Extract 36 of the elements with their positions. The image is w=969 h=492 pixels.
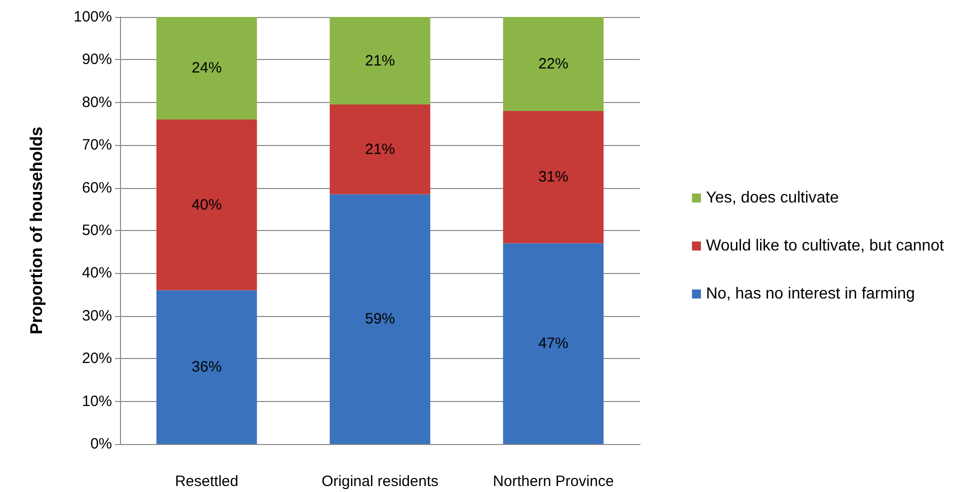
x-tick-label: Resettled [174, 473, 238, 490]
legend-label: Would like to cultivate, but cannot [706, 238, 945, 254]
y-tick-label: 70% [82, 136, 112, 154]
x-tick-label: Northern Province [492, 473, 614, 490]
data-label: 40% [192, 196, 222, 214]
data-label: 47% [538, 335, 568, 352]
y-tick-label: 90% [82, 51, 112, 68]
bar [156, 17, 257, 120]
y-tick-label: 40% [82, 264, 112, 282]
data-label: 21% [364, 140, 396, 158]
bar [156, 119, 257, 290]
bar [503, 17, 604, 111]
data-label: 36% [192, 358, 222, 376]
y-tick-label: 50% [82, 222, 112, 239]
bar [156, 290, 257, 444]
bar [330, 17, 430, 105]
x-tick-label: Original residents [322, 473, 438, 490]
bar [330, 194, 430, 444]
y-tick-label: 80% [82, 94, 112, 111]
data-label: 24% [192, 60, 222, 77]
y-tick-label: 60% [82, 179, 112, 196]
y-tick-label: 0% [90, 436, 112, 452]
legend-label: Yes, does cultivate [706, 190, 839, 206]
bar [503, 243, 604, 444]
data-label: 59% [364, 310, 396, 328]
legend-label: No, has no interest in farming [706, 286, 915, 302]
y-tick-label: 30% [82, 307, 112, 324]
data-label: 31% [538, 168, 568, 186]
bar [503, 110, 604, 244]
y-tick-label: 20% [82, 350, 112, 368]
y-tick-label: 100% [74, 8, 112, 26]
y-axis-title: Proportion of households [27, 126, 46, 334]
bar [330, 104, 430, 194]
data-label: 22% [538, 55, 568, 72]
data-label: 21% [364, 52, 396, 70]
y-tick-label: 10% [82, 392, 112, 410]
